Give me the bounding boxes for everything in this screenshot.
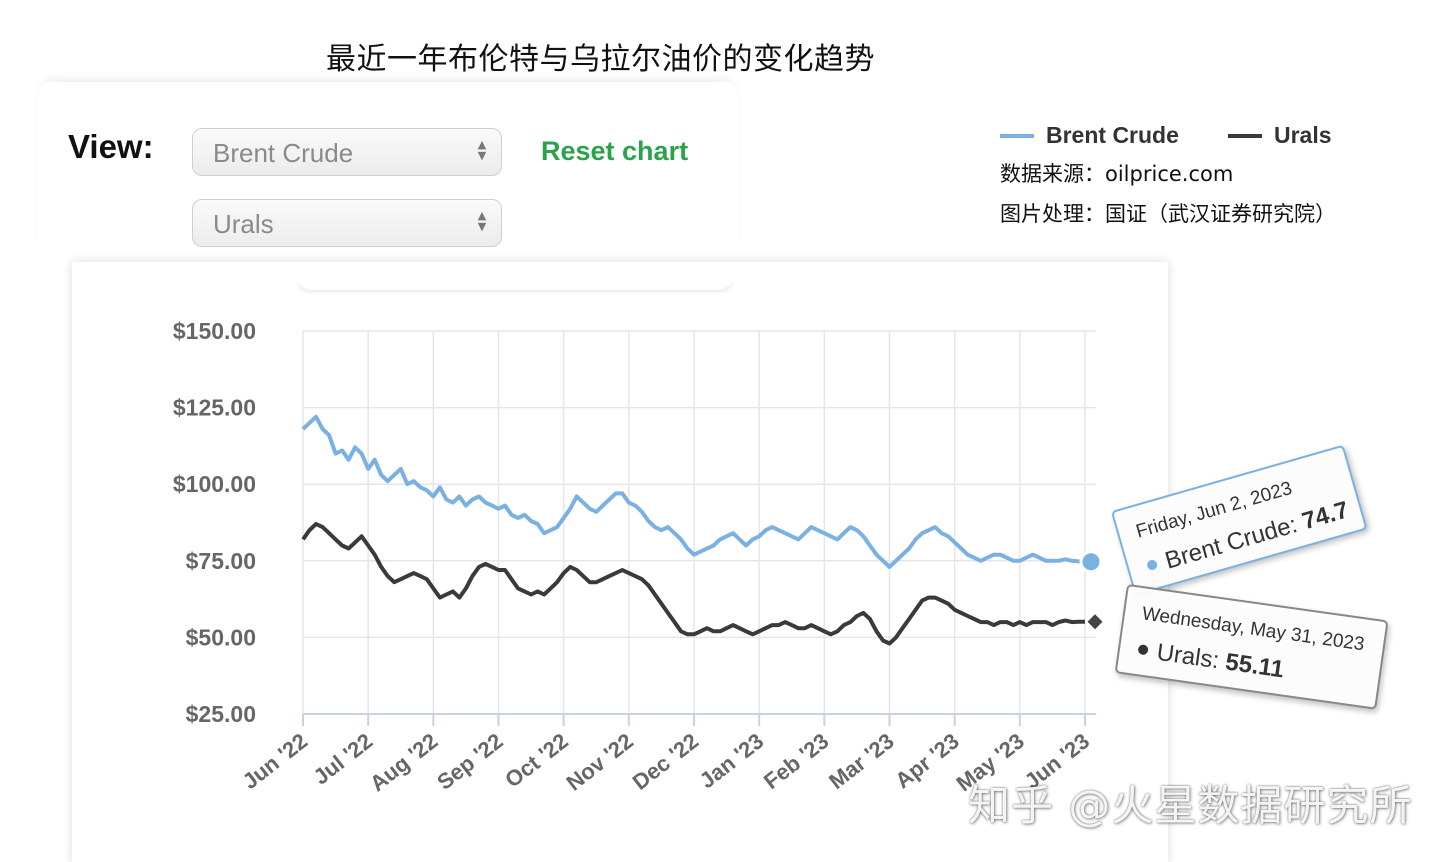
legend-swatch-brent [1000, 133, 1034, 138]
y-tick-label: $50.00 [186, 624, 256, 650]
legend-label-brent: Brent Crude [1046, 122, 1179, 148]
brent-end-marker [1079, 550, 1103, 574]
y-tick-label: $25.00 [186, 701, 256, 727]
tooltip-box [1115, 584, 1388, 710]
y-tick-label: $125.00 [173, 395, 256, 421]
x-tick-label: Apr '23 [890, 728, 963, 793]
data-source-note: 数据来源：oilprice.com [1000, 162, 1234, 186]
chart-card [72, 262, 1168, 862]
view-label: View: [68, 128, 154, 165]
legend-label-urals: Urals [1274, 122, 1332, 148]
x-tick-label: Dec '22 [628, 728, 703, 795]
tooltip-dot [1147, 559, 1158, 570]
legend-item-urals[interactable]: Urals [1228, 122, 1332, 149]
x-tick-label: Nov '22 [562, 728, 638, 795]
page-title: 最近一年布伦特与乌拉尔油价的变化趋势 [326, 42, 875, 77]
tooltip-box [1111, 445, 1367, 595]
x-tick-label: Feb '23 [759, 728, 833, 794]
series-line-urals [301, 522, 1086, 646]
x-tick-label: Mar '23 [824, 728, 898, 794]
watermark: 知乎 @火星数据研究所 [968, 781, 1413, 830]
x-tick-label: Jun '22 [238, 728, 312, 794]
x-tick-label: Oct '22 [500, 728, 573, 792]
urals-end-marker [1084, 611, 1106, 633]
y-tick-label: $75.00 [186, 548, 256, 574]
legend-swatch-urals [1228, 133, 1262, 138]
select-arrows-icon: ▲ ▼ [477, 209, 487, 233]
series-select-2-value: Urals [213, 209, 274, 239]
series-line-brent [301, 414, 1086, 569]
image-processing-note: 图片处理：国证（武汉证券研究院） [1000, 202, 1336, 226]
axis-layer: $150.00$125.00$100.00$75.00$50.00$25.00J… [173, 318, 1096, 796]
x-tick-label: Aug '22 [365, 728, 442, 796]
series-layer [301, 414, 1106, 646]
grid-layer [302, 330, 1096, 715]
series-select-1-value: Brent Crude [213, 138, 354, 168]
series-select-1[interactable]: Brent Crude ▲ ▼ [192, 128, 502, 176]
reset-chart-link[interactable]: Reset chart [541, 136, 689, 166]
x-tick-label: Sep '22 [432, 728, 507, 795]
x-tick-label: Jan '23 [695, 728, 768, 793]
legend-item-brent[interactable]: Brent Crude [1000, 122, 1179, 149]
series-select-2[interactable]: Urals ▲ ▼ [192, 199, 502, 247]
tooltip-dot [1138, 644, 1149, 655]
y-tick-label: $150.00 [173, 318, 256, 344]
select-arrows-icon: ▲ ▼ [477, 138, 487, 162]
y-tick-label: $100.00 [173, 471, 256, 497]
